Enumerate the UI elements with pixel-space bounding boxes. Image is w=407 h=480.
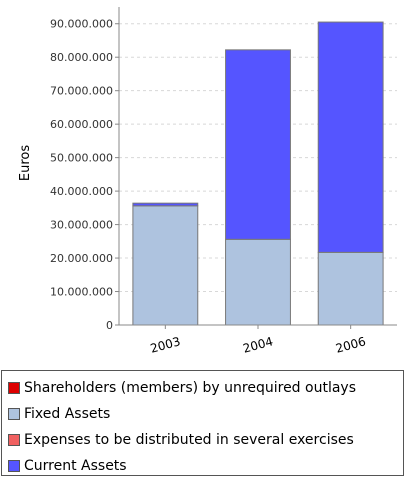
bars bbox=[132, 21, 384, 326]
y-tick-label: 50.000.000 bbox=[50, 152, 113, 165]
legend-item-current-assets: Current Assets bbox=[8, 453, 403, 479]
bar-segment bbox=[225, 238, 291, 326]
legend-item-shareholders: Shareholders (members) by unrequired out… bbox=[8, 375, 403, 401]
y-tick-label: 90.000.000 bbox=[50, 18, 113, 31]
legend-swatch bbox=[8, 408, 20, 420]
y-tick-label: 70.000.000 bbox=[50, 85, 113, 98]
x-tick-label: 2006 bbox=[334, 334, 367, 355]
y-tick-label: 20.000.000 bbox=[50, 252, 113, 265]
legend-label: Expenses to be distributed in several ex… bbox=[24, 432, 354, 448]
y-tick-label: 10.000.000 bbox=[50, 286, 113, 299]
legend-item-fixed-assets: Fixed Assets bbox=[8, 401, 403, 427]
legend-swatch bbox=[8, 434, 20, 446]
legend-swatch bbox=[8, 460, 20, 472]
legend-label: Fixed Assets bbox=[24, 406, 111, 422]
y-ticks: 0 10.000.000 20.000.000 30.000.000 40.000.00… bbox=[50, 18, 119, 332]
bar-segment bbox=[317, 21, 384, 253]
bar-segment bbox=[132, 202, 199, 207]
x-ticks: 2003 2004 2006 bbox=[149, 325, 367, 356]
bar-chart: 0 10.000.000 20.000.000 30.000.000 40.000.00… bbox=[18, 7, 397, 356]
x-tick-label: 2003 bbox=[149, 334, 182, 355]
y-tick-label: 30.000.000 bbox=[50, 219, 113, 232]
y-tick-label: 60.000.000 bbox=[50, 118, 113, 131]
legend-swatch bbox=[8, 382, 20, 394]
y-tick-label: 40.000.000 bbox=[50, 185, 113, 198]
legend-label: Current Assets bbox=[24, 458, 127, 474]
bar-segment bbox=[132, 205, 199, 326]
bar-segment bbox=[317, 251, 384, 326]
bar-segment bbox=[225, 49, 291, 240]
y-axis-label: Euros bbox=[18, 145, 33, 181]
legend-label: Shareholders (members) by unrequired out… bbox=[24, 380, 356, 396]
y-tick-label: 80.000.000 bbox=[50, 51, 113, 64]
legend-item-expenses: Expenses to be distributed in several ex… bbox=[8, 427, 403, 453]
legend: Shareholders (members) by unrequired out… bbox=[1, 370, 404, 476]
y-tick-label: 0 bbox=[106, 319, 113, 332]
x-tick-label: 2004 bbox=[241, 334, 274, 355]
